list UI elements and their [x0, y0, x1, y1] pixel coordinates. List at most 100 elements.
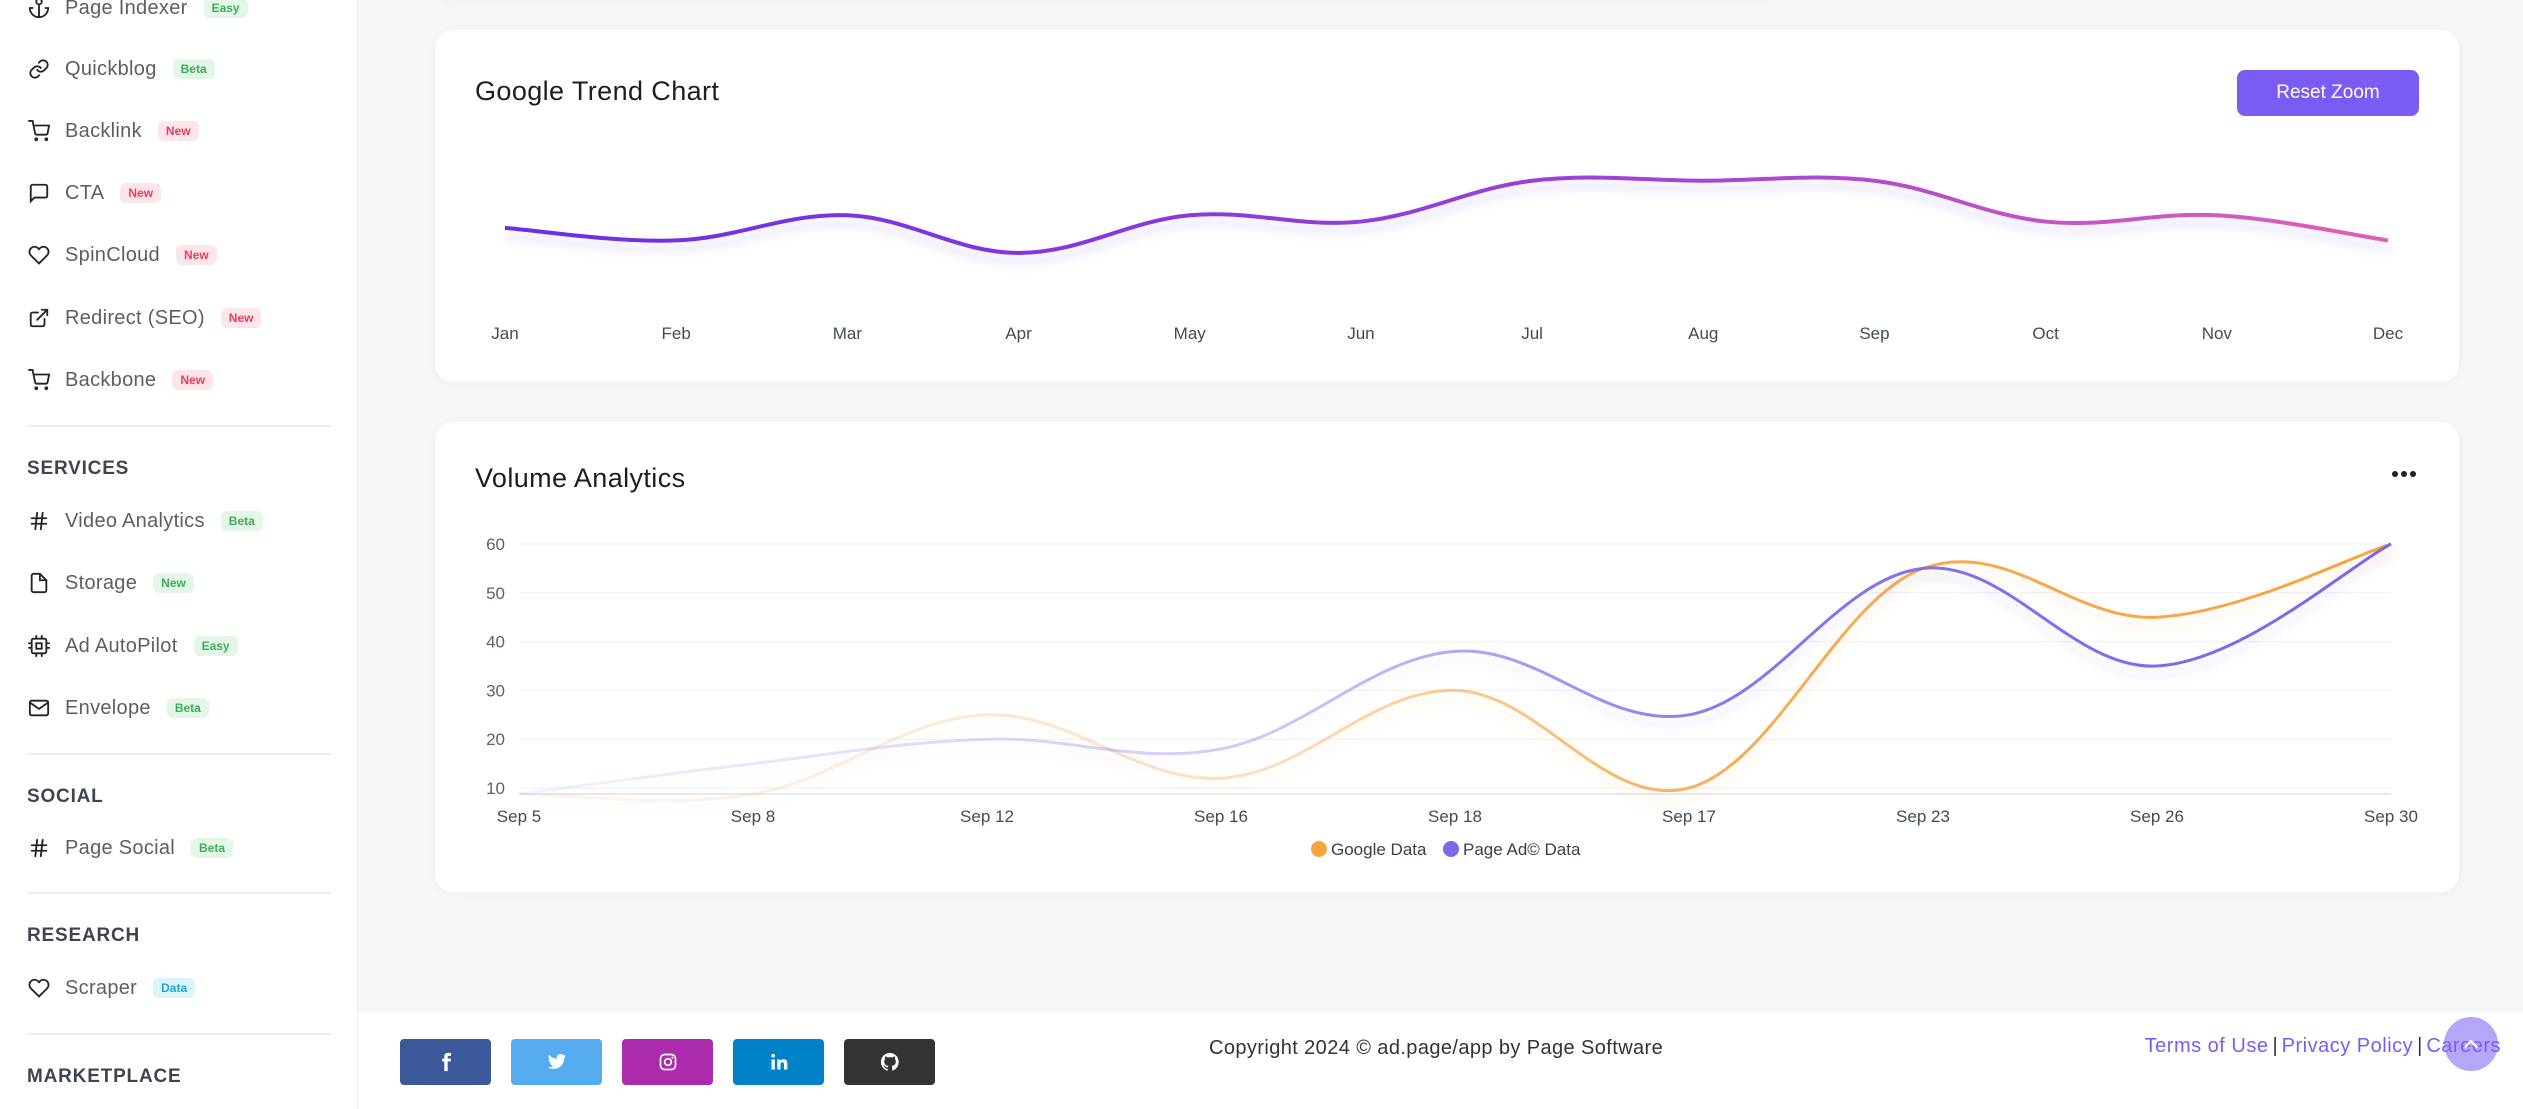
easy-badge: Easy	[203, 0, 248, 18]
new-badge: New	[157, 121, 199, 141]
sidebar-item-video-analytics[interactable]: Video Analytics Beta	[27, 501, 327, 541]
sidebar-item-cta[interactable]: CTA New	[27, 173, 327, 213]
google-trend-card: Google Trend Chart Reset Zoom Jan Feb Mar A…	[435, 30, 2459, 382]
x-tick-label: Sep 26	[2130, 807, 2184, 826]
message-icon	[27, 181, 51, 205]
facebook-button[interactable]	[400, 1039, 491, 1085]
easy-badge: Easy	[193, 636, 238, 656]
beta-badge: Beta	[191, 838, 234, 858]
social-heading: SOCIAL	[27, 786, 104, 807]
x-tick-label: Sep 23	[1896, 807, 1950, 826]
heart-icon	[27, 976, 51, 1000]
linkedin-icon	[770, 1053, 787, 1070]
heart-icon	[27, 243, 51, 267]
sidebar-item-label: CTA	[65, 181, 105, 204]
x-tick-label: Oct	[2032, 324, 2059, 343]
copyright-text: Copyright 2024 © ad.page/app by Page Sof…	[1209, 1037, 1664, 1059]
legend-marker	[1443, 841, 1459, 857]
link-icon	[27, 57, 51, 81]
sidebar-item-label: Storage	[65, 571, 138, 594]
legend-label[interactable]: Google Data	[1331, 840, 1427, 859]
beta-badge: Beta	[166, 698, 209, 718]
x-tick-label: Dec	[2373, 324, 2404, 343]
sidebar-item-redirect-seo[interactable]: Redirect (SEO) New	[27, 298, 327, 338]
x-tick-label: Sep 5	[497, 807, 541, 826]
anchor-icon	[27, 0, 51, 20]
sidebar-item-label: Video Analytics	[65, 509, 205, 532]
legend-marker	[1311, 841, 1327, 857]
y-tick-label: 20	[486, 730, 505, 749]
x-tick-label: Apr	[1005, 324, 1032, 343]
more-horizontal-icon[interactable]	[2389, 464, 2419, 484]
sidebar-item-envelope[interactable]: Envelope Beta	[27, 688, 327, 728]
x-tick-label: May	[1174, 324, 1207, 343]
twitter-button[interactable]	[511, 1039, 602, 1085]
legend-label[interactable]: Page Ad© Data	[1463, 840, 1581, 859]
sidebar-item-storage[interactable]: Storage New	[27, 563, 327, 603]
marketplace-heading: MARKETPLACE	[27, 1066, 182, 1087]
twitter-icon	[547, 1054, 566, 1069]
beta-badge: Beta	[220, 511, 263, 531]
instagram-button[interactable]	[622, 1039, 713, 1085]
volume-chart: 10 20 30 40 50 60 Sep 5 Sep 8 Sep 12 Sep 16 Sep 18…	[486, 535, 2418, 859]
sidebar-divider	[27, 425, 331, 427]
y-tick-label: 50	[486, 584, 505, 603]
x-tick-label: Aug	[1688, 324, 1718, 343]
x-tick-label: Sep 30	[2364, 807, 2418, 826]
link-separator: |	[2417, 1035, 2423, 1057]
y-tick-label: 10	[486, 779, 505, 798]
cpu-icon	[27, 634, 51, 658]
volume-card-title: Volume Analytics	[475, 463, 686, 493]
sidebar-item-label: Backlink	[65, 119, 142, 142]
linkedin-button[interactable]	[733, 1039, 824, 1085]
y-tick-label: 40	[486, 633, 505, 652]
y-tick-label: 60	[486, 535, 505, 554]
sidebar-item-spincloud[interactable]: SpinCloud New	[27, 235, 327, 275]
y-tick-label: 30	[486, 681, 505, 700]
sidebar-item-scraper[interactable]: Scraper Data	[27, 968, 327, 1008]
scroll-to-top-button[interactable]	[2444, 1017, 2498, 1071]
sidebar-item-label: Envelope	[65, 696, 151, 719]
series-line-google-data	[518, 542, 2392, 802]
trend-card-title: Google Trend Chart	[475, 76, 720, 106]
sidebar-item-label: Page Social	[65, 836, 176, 859]
x-tick-label: Sep 16	[1194, 807, 1248, 826]
privacy-policy-link[interactable]: Privacy Policy	[2281, 1035, 2414, 1057]
x-tick-label: Feb	[662, 324, 691, 343]
terms-of-use-link[interactable]: Terms of Use	[2144, 1035, 2269, 1057]
sidebar-item-backbone[interactable]: Backbone New	[27, 360, 327, 400]
x-tick-label: Sep	[1859, 324, 1889, 343]
sidebar-divider	[27, 1033, 331, 1035]
new-badge: New	[120, 183, 162, 203]
sidebar-item-label: Quickblog	[65, 57, 157, 80]
sidebar-item-page-social[interactable]: Page Social Beta	[27, 828, 327, 868]
sidebar-item-ad-autopilot[interactable]: Ad AutoPilot Easy	[27, 626, 327, 666]
sidebar-divider	[27, 753, 331, 755]
sidebar-item-page-indexer[interactable]: Page Indexer Easy	[27, 0, 327, 28]
x-tick-label: Sep 17	[1662, 807, 1716, 826]
trend-chart: Jan Feb Mar Apr May Jun Jul Aug Sep Oct Nov Dec	[491, 175, 2404, 343]
cart-icon	[27, 368, 51, 392]
link-separator: |	[2272, 1035, 2278, 1057]
series-line-page-ad-data	[518, 542, 2392, 796]
cart-icon	[27, 119, 51, 143]
footer: Copyright 2024 © ad.page/app by Page Sof…	[358, 1013, 2523, 1109]
new-badge: New	[153, 573, 194, 593]
sidebar-item-label: Ad AutoPilot	[65, 634, 178, 657]
github-button[interactable]	[844, 1039, 935, 1085]
sidebar-divider	[27, 892, 331, 894]
reset-zoom-button[interactable]: Reset Zoom	[2237, 70, 2419, 116]
sidebar: Page Indexer Easy Quickblog Beta Backlin…	[0, 0, 358, 1109]
new-badge: New	[220, 308, 262, 328]
sidebar-item-label: SpinCloud	[65, 243, 160, 266]
services-heading: SERVICES	[27, 458, 130, 479]
x-tick-label: Jul	[1521, 324, 1543, 343]
sidebar-item-backlink[interactable]: Backlink New	[27, 111, 327, 151]
hash-icon	[27, 836, 51, 860]
sidebar-item-quickblog[interactable]: Quickblog Beta	[27, 49, 327, 89]
sidebar-item-label: Scraper	[65, 976, 138, 999]
x-tick-label: Jan	[491, 324, 518, 343]
chevron-up-icon	[2464, 1039, 2478, 1048]
volume-analytics-card: Volume Analytics 10 20 30 40 50 60 Sep 5 Sep 8 S…	[435, 422, 2459, 892]
x-tick-label: Mar	[833, 324, 863, 343]
